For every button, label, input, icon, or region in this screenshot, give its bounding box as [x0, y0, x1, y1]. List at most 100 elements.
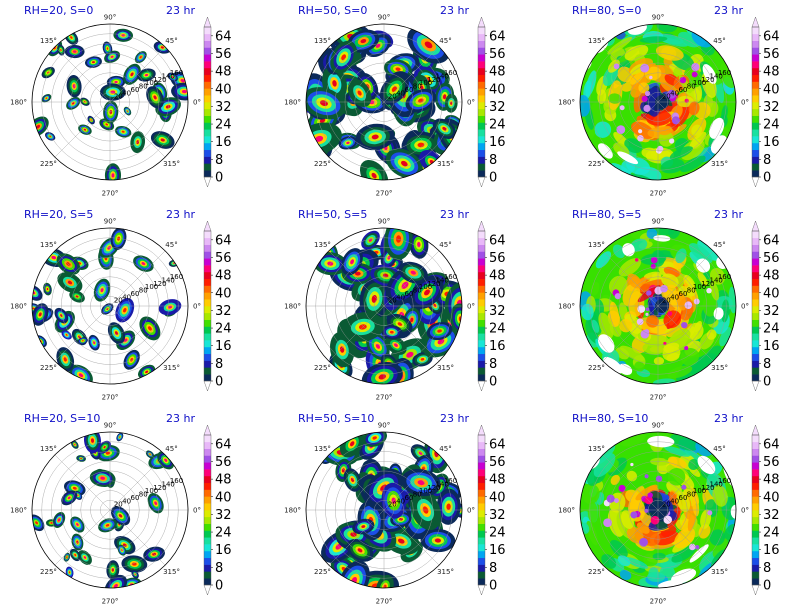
field-cell — [319, 100, 328, 107]
field-peak — [614, 293, 621, 300]
colorbar-tick-label: 0 — [763, 171, 771, 186]
angular-tick-label: 45° — [713, 445, 725, 453]
angular-tick-label: 90° — [104, 422, 116, 430]
colorbar-segment — [204, 435, 211, 443]
colorbar-segment — [752, 67, 759, 76]
colorbar-segment — [478, 142, 485, 151]
colorbar-segment — [204, 108, 211, 116]
colorbar-segment — [752, 435, 759, 443]
field-cell — [658, 125, 673, 136]
colorbar-tick-label: 64 — [763, 437, 780, 452]
radial-tick-label: 80 — [687, 287, 696, 295]
angular-tick-label: 315° — [711, 160, 728, 168]
field-cell — [375, 43, 381, 48]
colorbar-segment — [752, 271, 759, 280]
field-cell — [619, 569, 632, 581]
colorbar-segment — [752, 374, 759, 382]
field-cell — [91, 61, 95, 64]
colorbar-segment — [204, 462, 211, 470]
field-gap — [653, 235, 671, 242]
field-peak — [681, 321, 688, 329]
radial-tick-label: 120 — [701, 484, 714, 492]
angular-gridline — [383, 454, 440, 511]
field-cell — [442, 126, 447, 131]
colorbar-segment — [204, 278, 211, 286]
field-peak — [706, 287, 712, 294]
colorbar-tick-label: 40 — [763, 82, 780, 97]
polar-frame — [305, 431, 463, 589]
radial-tick-label: 100 — [419, 487, 432, 495]
field-cell — [114, 331, 119, 336]
field-cell — [622, 283, 641, 307]
field-cell — [350, 259, 355, 265]
field-cell — [676, 491, 691, 512]
field-cell — [164, 458, 168, 462]
colorbar: 0 8 16 24 32 40 48 56 64 — [203, 220, 232, 392]
field-cell — [668, 456, 687, 469]
radial-tick-label: 40 — [396, 497, 405, 505]
angular-tick-label: 45° — [165, 445, 177, 453]
panel-title: RH=50, S=10 — [298, 412, 374, 425]
field-cell — [78, 335, 81, 339]
angular-tick-label: 45° — [713, 37, 725, 45]
colorbar-segment — [204, 142, 211, 151]
colorbar-segment — [204, 81, 211, 89]
angular-tick-label: 135° — [314, 445, 331, 453]
field-cell — [134, 573, 136, 576]
field-cell — [121, 130, 125, 133]
colorbar-segment — [752, 54, 759, 62]
colorbar-tick-label: 8 — [215, 357, 223, 372]
angular-tick-label: 90° — [652, 218, 664, 226]
colorbar-segment — [752, 516, 759, 524]
colorbar-tick-label: 64 — [215, 29, 232, 44]
field-cell — [372, 436, 377, 440]
colorbar-segment — [752, 237, 759, 245]
polar-frame — [31, 227, 189, 385]
colorbar-segment — [478, 367, 485, 375]
field-cell — [38, 312, 42, 317]
colorbar-segment — [752, 47, 759, 55]
radial-tick-label: 20 — [114, 501, 123, 509]
colorbar-segment — [478, 489, 485, 497]
angular-gridline — [109, 101, 166, 158]
angular-tick-label: 90° — [652, 422, 664, 430]
colorbar-segment — [752, 367, 759, 375]
radial-tick-label: 100 — [693, 79, 706, 87]
colorbar-tick-label: 8 — [763, 357, 771, 372]
colorbar-tick-label: 32 — [763, 304, 780, 319]
field-cell — [594, 121, 612, 138]
field-cell — [371, 134, 379, 140]
colorbar-tick-label: 16 — [215, 339, 232, 354]
colorbar-segment — [204, 367, 211, 375]
radial-tick-label: 160 — [718, 69, 731, 77]
colorbar-extend-min — [751, 584, 760, 596]
field-cell — [591, 319, 600, 333]
field-peak — [644, 496, 653, 505]
colorbar-tick-label: 48 — [763, 269, 780, 284]
angular-tick-label: 0° — [467, 99, 475, 107]
panel-time: 23 hr — [166, 4, 195, 17]
colorbar-segment — [478, 564, 485, 572]
colorbar-tick-label: 48 — [489, 473, 506, 488]
colorbar-segment — [478, 129, 485, 137]
colorbar-segment — [752, 149, 759, 157]
field-peak — [614, 498, 619, 504]
colorbar-segment — [204, 40, 211, 48]
angular-gridline — [54, 454, 111, 511]
field-cell — [46, 287, 49, 291]
field-cell — [410, 270, 416, 275]
angular-tick-label: 225° — [40, 160, 57, 168]
angular-tick-label: 45° — [713, 241, 725, 249]
colorbar-segment — [204, 258, 211, 266]
colorbar-segment — [752, 496, 759, 504]
field-cell — [110, 90, 116, 94]
radial-tick-label: 20 — [388, 93, 397, 101]
colorbar-tick-label: 64 — [489, 437, 506, 452]
field-cell — [123, 338, 128, 342]
colorbar-frame — [203, 26, 212, 178]
angular-tick-label: 0° — [193, 507, 201, 515]
colorbar-segment — [752, 333, 759, 341]
colorbar-segment — [752, 27, 759, 35]
radial-tick-label: 80 — [413, 83, 422, 91]
